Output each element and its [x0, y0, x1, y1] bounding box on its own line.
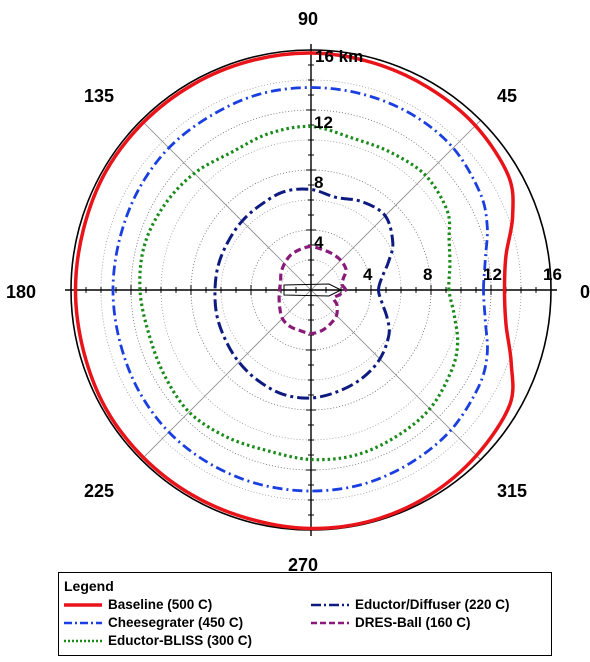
- legend-swatch-eductor-diffuser: [311, 603, 349, 607]
- series-line-2: [138, 124, 460, 462]
- series-line-1: [111, 86, 489, 493]
- legend: Legend Baseline (500 C) Cheesegrater (45…: [58, 572, 552, 656]
- legend-label-dres-ball: DRES-Ball (160 C): [355, 615, 471, 630]
- grid-spoke-45: [310, 120, 481, 291]
- legend-item-eductor-bliss: Eductor-BLISS (300 C): [64, 632, 294, 650]
- legend-swatch-baseline: [64, 603, 102, 607]
- radial-label-90-4: 4: [314, 233, 324, 252]
- legend-item-dres-ball: DRES-Ball (160 C): [311, 614, 549, 632]
- grid-spoke-315: [310, 289, 481, 460]
- legend-item-baseline: Baseline (500 C): [64, 596, 294, 614]
- polar-chart: 4 8 12 16 km 4 8 12 16 0 45 90 135 180 225 270 315: [6, 9, 590, 572]
- angle-label-45: 45: [497, 86, 517, 106]
- grid-spoke-225: [141, 289, 312, 460]
- angle-label-315: 315: [497, 481, 527, 501]
- series-line-4: [277, 244, 348, 336]
- legend-label-baseline: Baseline (500 C): [108, 597, 213, 612]
- angle-label-0: 0: [580, 282, 590, 302]
- angle-label-180: 180: [6, 282, 36, 302]
- legend-title: Legend: [64, 578, 114, 594]
- radial-label-90-16-km: 16 km: [315, 47, 363, 66]
- legend-label-cheesegrater: Cheesegrater (450 C): [108, 615, 244, 630]
- radial-label-0-16: 16: [543, 265, 562, 284]
- radial-label-0-8: 8: [423, 265, 432, 284]
- angle-label-225: 225: [84, 481, 114, 501]
- radial-label-90-12: 12: [314, 113, 333, 132]
- legend-item-eductor-diffuser: Eductor/Diffuser (220 C): [311, 596, 549, 614]
- radial-label-90-8: 8: [314, 173, 323, 192]
- radial-label-0-4: 4: [363, 265, 373, 284]
- legend-swatch-eductor-bliss: [64, 639, 102, 643]
- legend-swatch-dres-ball: [311, 621, 349, 625]
- legend-label-eductor-diffuser: Eductor/Diffuser (220 C): [355, 597, 510, 612]
- angle-label-135: 135: [84, 86, 114, 106]
- radial-label-0-12: 12: [483, 265, 502, 284]
- legend-label-eductor-bliss: Eductor-BLISS (300 C): [108, 633, 253, 648]
- legend-swatch-cheesegrater: [64, 621, 102, 625]
- ship-outline: [283, 283, 343, 297]
- legend-item-cheesegrater: Cheesegrater (450 C): [64, 614, 294, 632]
- series-line-3: [213, 187, 395, 400]
- angle-label-270: 270: [288, 555, 318, 572]
- series-line-0: [73, 51, 515, 531]
- angle-label-90: 90: [298, 9, 318, 29]
